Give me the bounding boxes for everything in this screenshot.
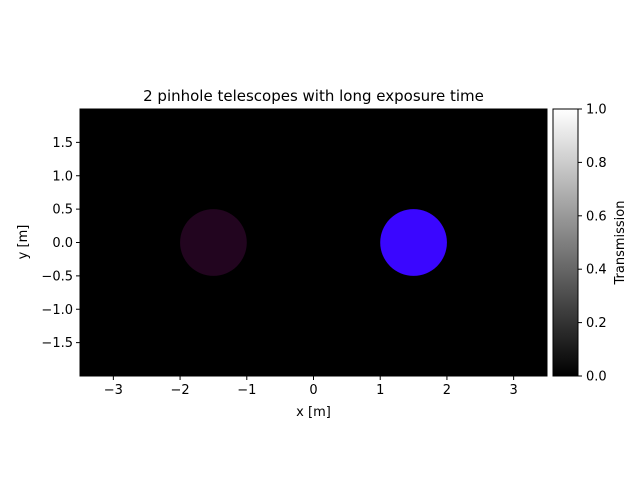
- aperture-1: [180, 209, 247, 276]
- y-tick-label: −0.5: [41, 269, 73, 284]
- y-axis-label: y [m]: [16, 225, 31, 260]
- plot-area: [79, 108, 548, 377]
- plot-background: [80, 109, 547, 376]
- colorbar-tick-label: 0.4: [586, 263, 607, 278]
- x-axis: −3 −2 −1 0 1 2 3: [104, 376, 518, 398]
- colorbar-tick-label: 1.0: [586, 103, 607, 118]
- colorbar-tick-label: 0.0: [586, 370, 607, 385]
- aperture-2: [380, 209, 447, 276]
- x-tick-label: 1: [376, 383, 384, 398]
- y-tick-label: 0.5: [52, 203, 73, 218]
- y-tick-label: 1.5: [52, 136, 73, 151]
- x-axis-label: x [m]: [296, 405, 331, 420]
- colorbar-gradient: [552, 108, 579, 377]
- colorbar-tick-label: 0.6: [586, 209, 607, 224]
- colorbar-label: Transmission: [613, 201, 628, 286]
- x-tick-label: 0: [309, 383, 317, 398]
- x-tick-label: 2: [443, 383, 451, 398]
- chart-title: 2 pinhole telescopes with long exposure …: [143, 87, 484, 105]
- y-tick-label: 0.0: [52, 236, 73, 251]
- colorbar-tick-label: 0.8: [586, 156, 607, 171]
- aperture-layer: [180, 209, 447, 276]
- x-tick-label: 3: [510, 383, 518, 398]
- x-tick-label: −1: [237, 383, 256, 398]
- y-tick-label: −1.5: [41, 336, 73, 351]
- x-tick-label: −3: [104, 383, 123, 398]
- y-tick-label: −1.0: [41, 303, 73, 318]
- y-axis: −1.5 −1.0 −0.5 0.0 0.5 1.0 1.5: [41, 136, 80, 351]
- y-tick-label: 1.0: [52, 169, 73, 184]
- colorbar: 0.0 0.2 0.4 0.6 0.8 1.0 Transmission: [552, 103, 628, 385]
- colorbar-tick-label: 0.2: [586, 316, 607, 331]
- x-tick-label: −2: [170, 383, 189, 398]
- colorbar-ticks: 0.0 0.2 0.4 0.6 0.8 1.0: [578, 103, 607, 385]
